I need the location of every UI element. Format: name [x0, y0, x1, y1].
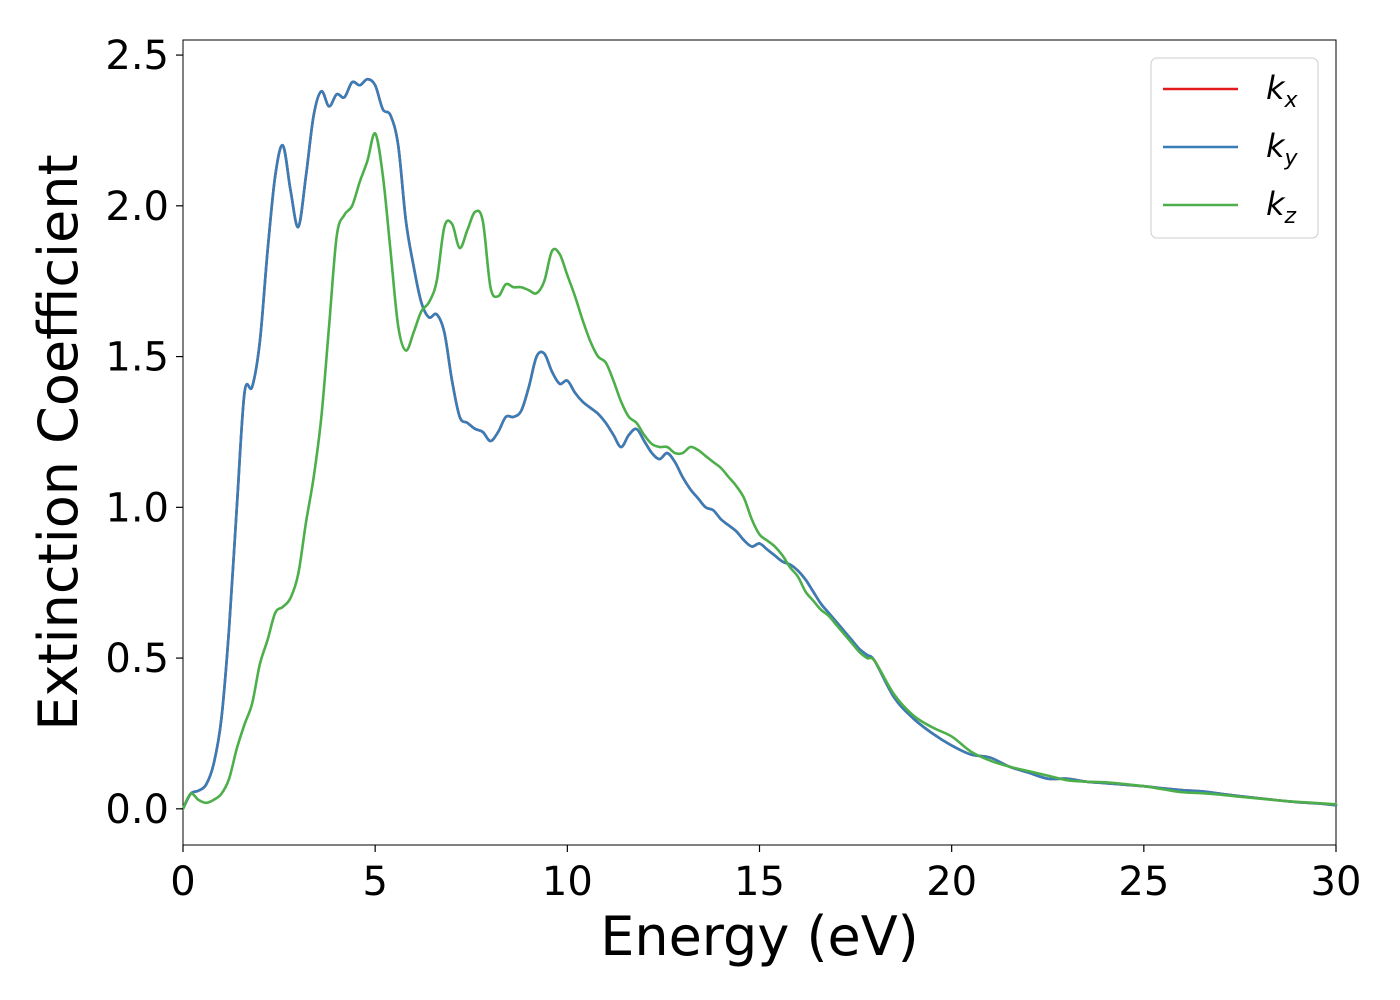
legend-label-kx: kx [1266, 69, 1299, 113]
x-tick-label: 10 [542, 859, 593, 905]
series-lines [181, 77, 1338, 811]
legend-label-kz: kz [1266, 185, 1297, 229]
y-tick-label: 0.5 [105, 636, 169, 682]
x-axis: 0 5 10 15 20 25 30 [170, 845, 1361, 905]
y-axis: 0.0 0.5 1.0 1.5 2.0 2.5 [105, 33, 183, 833]
x-tick-label: 0 [170, 859, 195, 905]
y-tick-label: 1.0 [105, 485, 169, 531]
y-tick-label: 1.5 [105, 335, 169, 381]
series-line-ky [181, 77, 1338, 811]
x-tick-label: 25 [1118, 859, 1169, 905]
x-tick-label: 15 [734, 859, 785, 905]
legend: kx ky kz [1150, 57, 1319, 239]
x-axis-title: Energy (eV) [600, 905, 919, 968]
x-tick-label: 5 [362, 859, 387, 905]
y-axis-title: Extinction Coefficient [27, 154, 90, 730]
legend-label-ky: ky [1266, 127, 1299, 171]
y-tick-label: 2.0 [105, 184, 169, 230]
series-line-kz [181, 132, 1338, 811]
x-tick-label: 30 [1311, 859, 1362, 905]
y-tick-label: 2.5 [105, 33, 169, 79]
y-tick-label: 0.0 [105, 787, 169, 833]
x-tick-label: 20 [926, 859, 977, 905]
